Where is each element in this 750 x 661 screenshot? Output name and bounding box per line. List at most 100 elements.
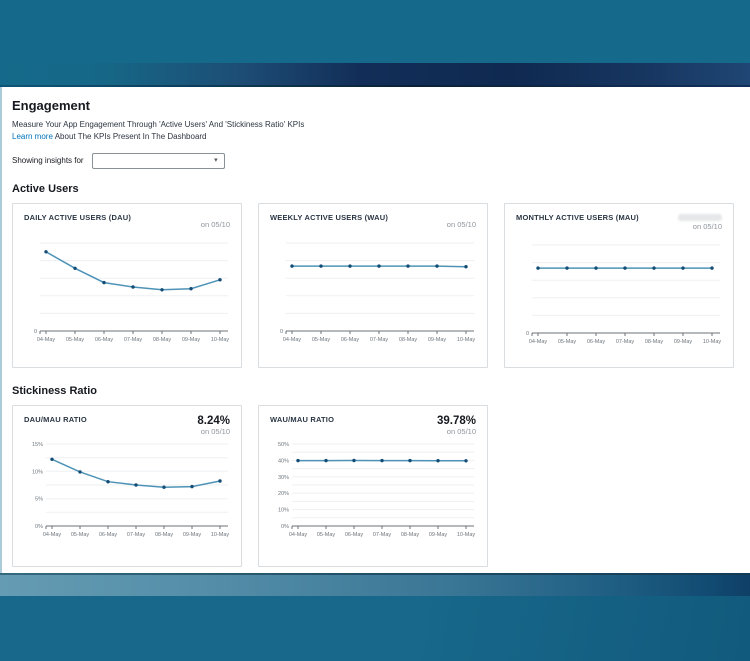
bottom-banner-edge: [0, 573, 750, 575]
svg-text:10-May: 10-May: [703, 339, 722, 345]
svg-text:04-May: 04-May: [529, 339, 548, 345]
chevron-down-icon: ▾: [214, 157, 218, 165]
mau-line-chart[interactable]: 004-May 05-May 06-May 07-May 08-May 09-May 10-…: [516, 233, 724, 351]
insights-select[interactable]: ▾: [91, 152, 225, 169]
svg-text:05-May: 05-May: [312, 337, 331, 343]
dau-line-chart[interactable]: 004-May 05-May 06-May 07-May 08-May 09-May 10-…: [24, 231, 232, 349]
wau-mau-ratio-line-chart[interactable]: 50% 40% 30% 20% 10% 0%04-May 05-May 06-May 07-Ma…: [270, 438, 478, 542]
svg-text:10%: 10%: [278, 508, 289, 514]
svg-text:07-May: 07-May: [370, 337, 389, 343]
card-header: WEEKLY ACTIVE USERS (WAU) on 05/10: [270, 213, 476, 229]
bottom-banner: [0, 596, 750, 661]
svg-text:09-May: 09-May: [183, 532, 202, 538]
svg-text:09-May: 09-May: [429, 532, 448, 538]
svg-text:08-May: 08-May: [153, 337, 172, 343]
svg-text:04-May: 04-May: [43, 532, 62, 538]
svg-text:05-May: 05-May: [558, 339, 577, 345]
panel-left-edge: [0, 87, 2, 573]
svg-text:0%: 0%: [281, 524, 289, 530]
svg-text:07-May: 07-May: [373, 532, 392, 538]
svg-text:08-May: 08-May: [399, 337, 418, 343]
top-banner-gradient: [0, 63, 750, 85]
stickiness-ratio-cards: DAU/MAU RATIO 8.24% on 05/10 15% 10% 5% 0% 0…: [12, 404, 738, 567]
card-header: WAU/MAU RATIO 39.78% on 05/10: [270, 415, 476, 437]
card-meta: on 05/10: [678, 213, 722, 231]
svg-text:30%: 30%: [278, 475, 289, 481]
top-banner-edge: [0, 85, 750, 87]
page-title: Engagement: [12, 98, 91, 113]
svg-text:15%: 15%: [32, 442, 43, 448]
svg-text:06-May: 06-May: [587, 339, 606, 345]
as-of-date: on 05/10: [692, 221, 722, 231]
as-of-date: on 05/10: [200, 427, 230, 437]
card-title: WEEKLY ACTIVE USERS (WAU): [270, 212, 389, 222]
svg-text:10-May: 10-May: [211, 337, 230, 343]
bottom-banner-gradient: [0, 575, 750, 596]
svg-text:06-May: 06-May: [99, 532, 118, 538]
redacted-value: [678, 213, 722, 221]
svg-text:40%: 40%: [278, 459, 289, 465]
svg-text:05-May: 05-May: [66, 337, 85, 343]
dau-mau-ratio-line-chart[interactable]: 15% 10% 5% 0%04-May 05-May 06-May 07-May 08-May…: [24, 438, 232, 542]
card-title: MONTHLY ACTIVE USERS (MAU): [516, 212, 639, 222]
wau-line-chart[interactable]: 004-May 05-May 06-May 07-May 08-May 09-May 10-…: [270, 231, 478, 349]
svg-text:09-May: 09-May: [182, 337, 201, 343]
svg-text:05-May: 05-May: [71, 532, 90, 538]
kpi-card-dau: DAILY ACTIVE USERS (DAU) on 05/10 0 04-Ma…: [12, 202, 242, 368]
svg-text:10-May: 10-May: [457, 532, 476, 538]
card-header: DAU/MAU RATIO 8.24% on 05/10: [24, 415, 230, 437]
svg-text:10-May: 10-May: [457, 337, 476, 343]
kpi-card-dau-mau-ratio: DAU/MAU RATIO 8.24% on 05/10 15% 10% 5% 0% 0…: [12, 404, 242, 567]
engagement-panel: Engagement Measure Your App Engagement T…: [0, 87, 750, 573]
as-of-date: on 05/10: [200, 219, 230, 229]
svg-text:09-May: 09-May: [674, 339, 693, 345]
learn-more-link[interactable]: Learn more: [12, 131, 53, 141]
card-title: WAU/MAU RATIO: [270, 414, 335, 424]
kpi-card-mau: MONTHLY ACTIVE USERS (MAU) on 05/10 0 04-…: [504, 202, 734, 368]
svg-text:0: 0: [526, 331, 529, 337]
as-of-date: on 05/10: [446, 427, 476, 437]
svg-text:04-May: 04-May: [283, 337, 302, 343]
active-users-cards: DAILY ACTIVE USERS (DAU) on 05/10 0 04-Ma…: [12, 202, 738, 368]
svg-text:50%: 50%: [278, 442, 289, 448]
insights-filter-row: Showing insights for ▾: [12, 152, 738, 169]
svg-text:05-May: 05-May: [317, 532, 336, 538]
svg-text:5%: 5%: [35, 497, 43, 503]
svg-text:07-May: 07-May: [124, 337, 143, 343]
card-meta: 8.24% on 05/10: [197, 415, 230, 437]
svg-text:20%: 20%: [278, 491, 289, 497]
page-subtitle: Measure Your App Engagement Through 'Act…: [12, 120, 305, 129]
card-title: DAU/MAU RATIO: [24, 414, 87, 424]
svg-text:0: 0: [280, 329, 283, 335]
headline-value: 8.24%: [197, 414, 230, 427]
svg-text:08-May: 08-May: [401, 532, 420, 538]
card-meta: 39.78% on 05/10: [437, 415, 476, 437]
card-title: DAILY ACTIVE USERS (DAU): [24, 212, 132, 222]
headline-value: 39.78%: [436, 414, 476, 427]
insights-filter-label: Showing insights for: [12, 156, 84, 166]
card-meta: on 05/10: [201, 213, 230, 229]
svg-text:06-May: 06-May: [341, 337, 360, 343]
card-meta: on 05/10: [447, 213, 476, 229]
svg-text:04-May: 04-May: [289, 532, 308, 538]
svg-text:08-May: 08-May: [155, 532, 174, 538]
kpi-card-wau-mau-ratio: WAU/MAU RATIO 39.78% on 05/10 50% 40% 30% 2…: [258, 404, 488, 567]
section-heading-active-users: Active Users: [12, 182, 79, 195]
learn-more-suffix: About The KPIs Present In The Dashboard: [52, 131, 207, 141]
svg-text:08-May: 08-May: [645, 339, 664, 345]
section-heading-stickiness-ratio: Stickiness Ratio: [12, 384, 97, 397]
svg-text:09-May: 09-May: [428, 337, 447, 343]
svg-text:07-May: 07-May: [127, 532, 146, 538]
learn-more-line: Learn more About The KPIs Present In The…: [12, 132, 738, 143]
svg-text:06-May: 06-May: [345, 532, 364, 538]
kpi-card-wau: WEEKLY ACTIVE USERS (WAU) on 05/10 0 04-M…: [258, 202, 488, 368]
top-banner: [0, 0, 750, 63]
svg-text:10%: 10%: [32, 470, 43, 476]
svg-text:07-May: 07-May: [616, 339, 635, 345]
svg-text:06-May: 06-May: [95, 337, 114, 343]
card-header: MONTHLY ACTIVE USERS (MAU) on 05/10: [516, 213, 722, 231]
as-of-date: on 05/10: [446, 219, 476, 229]
svg-text:10-May: 10-May: [211, 532, 230, 538]
svg-text:0%: 0%: [35, 524, 43, 530]
